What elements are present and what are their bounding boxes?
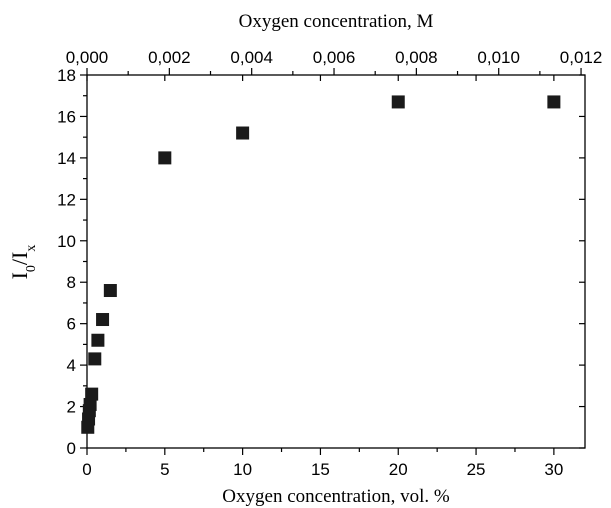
data-point [85, 387, 99, 401]
y-axis-title-i0: I [7, 272, 32, 279]
y-tick-label: 8 [67, 273, 76, 292]
data-point [83, 397, 97, 411]
y-tick-label: 14 [57, 149, 76, 168]
y-axis-ticks: 0 2 4 6 8 10 12 14 16 18 [57, 66, 585, 458]
x2-tick-label: 0,008 [395, 48, 438, 67]
x-tick-label: 30 [544, 460, 563, 479]
x2-tick-label: 0,004 [230, 48, 273, 67]
top-x-axis-ticks: 0,000 0,002 0,004 0,006 0,008 0,010 0,012 [66, 48, 603, 75]
data-point [158, 151, 172, 165]
y-axis-title-sub0: 0 [24, 265, 39, 272]
x2-tick-label: 0,000 [66, 48, 109, 67]
x2-tick-label: 0,010 [477, 48, 520, 67]
y-tick-label: 0 [67, 439, 76, 458]
data-point [91, 333, 105, 347]
top-x-axis-title: Oxygen concentration, M [239, 11, 434, 32]
data-point [547, 95, 561, 109]
x2-tick-label: 0,006 [313, 48, 356, 67]
x-tick-label: 20 [389, 460, 408, 479]
x-axis-title: Oxygen concentration, vol. % [222, 486, 450, 507]
y-axis-title-ix: /I [7, 252, 32, 265]
data-point [88, 352, 102, 366]
x-tick-label: 25 [467, 460, 486, 479]
x-tick-label: 0 [82, 460, 91, 479]
y-tick-label: 2 [67, 398, 76, 417]
x-tick-label: 15 [311, 460, 330, 479]
data-point [236, 126, 250, 140]
y-tick-label: 4 [67, 356, 76, 375]
x-axis-ticks: 0 5 10 15 20 25 30 [82, 75, 563, 479]
y-tick-label: 18 [57, 66, 76, 85]
data-points [81, 95, 561, 434]
data-point [103, 284, 117, 298]
x2-tick-label: 0,012 [560, 48, 603, 67]
y-tick-label: 12 [57, 190, 76, 209]
x-tick-label: 5 [160, 460, 169, 479]
y-tick-label: 16 [57, 107, 76, 126]
y-axis-title-subx: x [24, 245, 39, 252]
y-tick-label: 10 [57, 232, 76, 251]
y-axis-title: I0/Ix [7, 245, 39, 280]
x-tick-label: 10 [233, 460, 252, 479]
y-tick-label: 6 [67, 315, 76, 334]
data-point [391, 95, 405, 109]
x2-tick-label: 0,002 [148, 48, 191, 67]
data-point [96, 313, 110, 327]
plot-frame [86, 74, 586, 449]
